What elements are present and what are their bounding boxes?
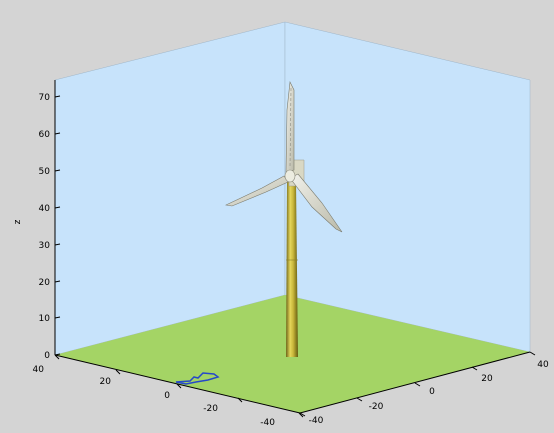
x-tick-label: 0 bbox=[164, 391, 170, 401]
y-tick-label: 40 bbox=[537, 360, 549, 370]
x-tick-labels: 40 20 0 -20 -40 bbox=[33, 365, 276, 428]
z-tick-label: 70 bbox=[39, 93, 51, 103]
x-tick-label: -20 bbox=[203, 404, 218, 414]
y-tick-label: -40 bbox=[309, 416, 324, 426]
x-tick-label: -40 bbox=[260, 418, 275, 428]
z-tick-label: 0 bbox=[44, 351, 50, 361]
turbine-blade-left bbox=[225, 175, 289, 207]
z-axis-label: z bbox=[13, 219, 23, 224]
y-tick-label: 20 bbox=[481, 374, 493, 384]
y-axis-line bbox=[299, 351, 531, 414]
z-tick-label: 60 bbox=[39, 130, 51, 140]
wind-turbine bbox=[225, 80, 343, 357]
turbine-hub bbox=[284, 169, 296, 183]
x-ticks bbox=[54, 354, 304, 418]
z-tick-label: 30 bbox=[39, 241, 51, 251]
y-ticks bbox=[299, 351, 536, 417]
x-tick-label: 40 bbox=[33, 365, 45, 375]
z-tick-labels: 0 10 20 30 40 50 60 70 bbox=[39, 93, 51, 361]
turbine-tower bbox=[286, 182, 298, 357]
y-tick-labels: -40 -20 0 20 40 bbox=[309, 360, 549, 426]
back-wall-right bbox=[284, 21, 531, 353]
z-tick-label: 20 bbox=[39, 278, 51, 288]
z-tick-label: 10 bbox=[39, 314, 51, 324]
y-tick-label: -20 bbox=[369, 402, 384, 412]
z-tick-label: 40 bbox=[39, 204, 51, 214]
turbine-blade-right bbox=[289, 173, 343, 233]
y-tick-label: 0 bbox=[429, 387, 435, 397]
z-tick-label: 50 bbox=[39, 167, 51, 177]
x-tick-label: 20 bbox=[100, 377, 112, 387]
z-ticks bbox=[54, 95, 61, 356]
ground-marker bbox=[175, 372, 220, 385]
